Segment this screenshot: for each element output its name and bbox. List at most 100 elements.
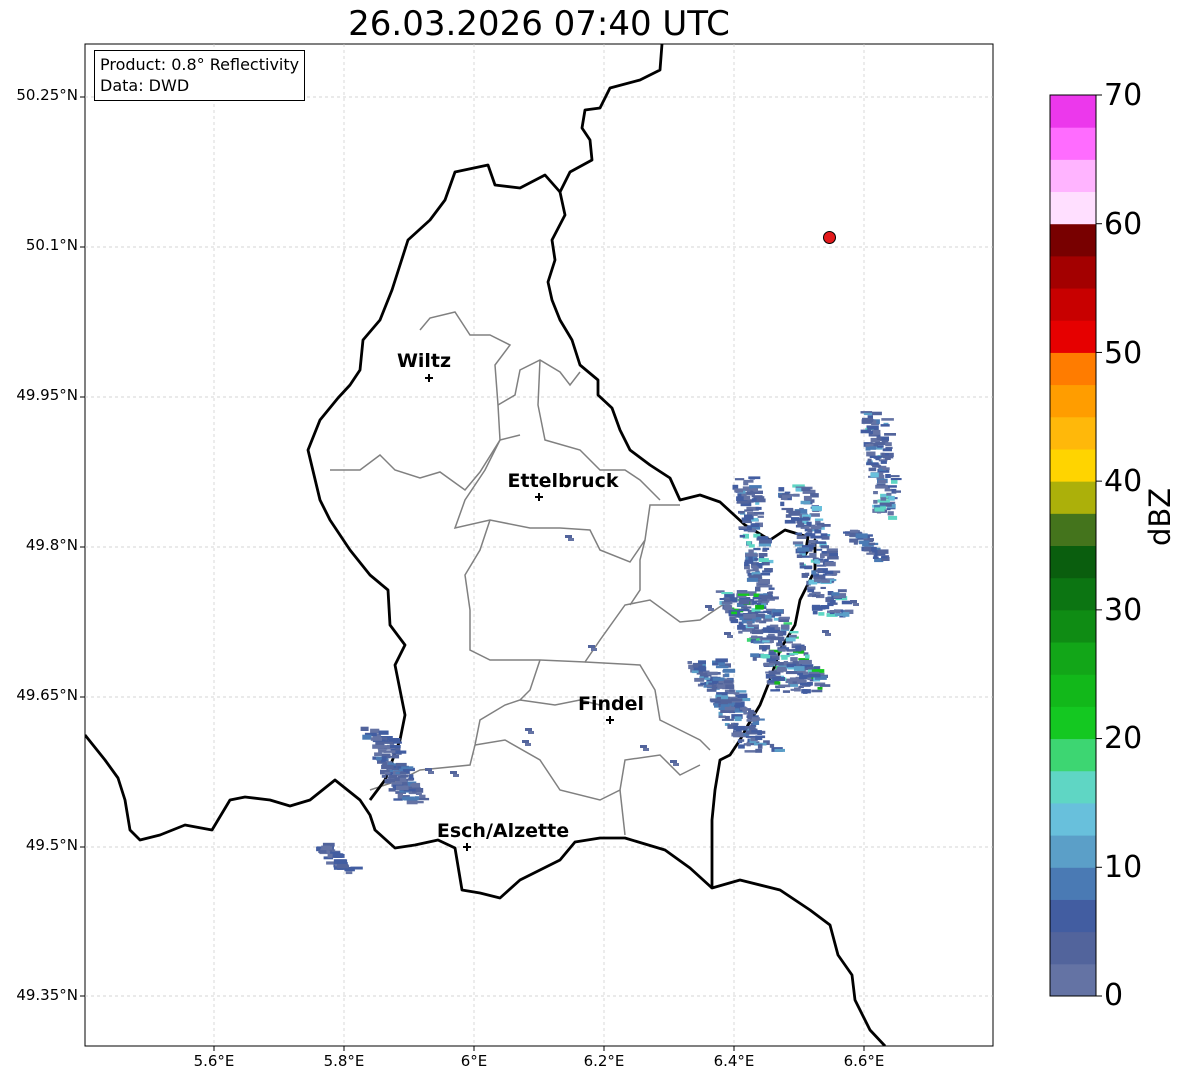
- radar-echo-cell: [747, 526, 761, 530]
- radar-echo-cell: [384, 778, 391, 784]
- colorbar-segment: [1050, 577, 1096, 611]
- radar-echo-cell: [871, 411, 882, 416]
- radar-echo-cell: [753, 496, 765, 499]
- city-label-ettelbruck: Ettelbruck: [507, 470, 619, 492]
- radar-echo-cell: [827, 556, 839, 560]
- radar-echo-cell: [769, 596, 779, 600]
- radar-echo-cell: [803, 652, 809, 656]
- radar-echo-cell: [739, 598, 751, 601]
- radar-echo-cell: [757, 602, 763, 606]
- radar-echo-cell: [807, 588, 815, 593]
- radar-echo-cell: [362, 734, 372, 740]
- radar-echo-cell: [742, 533, 749, 539]
- radar-echo-cell: [823, 553, 830, 557]
- lat-label-49-35: 49.35°N: [16, 986, 78, 1004]
- radar-echo-cell: [858, 540, 870, 545]
- radar-echo-cell: [378, 730, 389, 735]
- radar-echo-cell: [640, 745, 647, 748]
- radar-echo-cell: [345, 871, 353, 875]
- radar-echo-cell: [762, 562, 770, 566]
- radar-echo-cell: [792, 484, 805, 488]
- radar-echo-cell: [389, 741, 402, 744]
- radar-echo-cell: [738, 526, 748, 529]
- radar-echo-cell: [643, 748, 649, 751]
- radar-echo-cell: [827, 591, 834, 596]
- radar-echo-cell: [875, 455, 880, 461]
- radar-echo-cell: [724, 593, 735, 598]
- radar-echo-cell: [404, 783, 413, 787]
- radar-echo-cell: [785, 671, 798, 675]
- radar-echo-cell: [734, 716, 742, 722]
- radar-echo-cell: [403, 788, 416, 792]
- radar-echo-cell: [759, 555, 765, 559]
- map-title: 26.03.2026 07:40 UTC: [348, 4, 730, 44]
- radar-echo-cell: [759, 584, 773, 588]
- radar-echo-cell: [796, 554, 803, 558]
- radar-echo-cell: [826, 548, 838, 552]
- radar-echo-cell: [750, 722, 757, 728]
- radar-echo-cell: [419, 794, 426, 798]
- radar-echo-cell: [804, 533, 816, 537]
- radar-echo-cell: [754, 611, 765, 614]
- radar-echo-cell: [763, 610, 769, 613]
- radar-echo-cell: [768, 654, 773, 659]
- radar-echo-cell: [768, 651, 776, 655]
- radar-echo-cell: [884, 433, 896, 436]
- lon-label-5-6: 5.6°E: [193, 1052, 235, 1070]
- radar-echo-cell: [813, 576, 825, 581]
- radar-echo-cell: [816, 548, 823, 551]
- colorbar-segment: [1050, 95, 1096, 128]
- radar-echo-cell: [326, 861, 335, 865]
- radar-echo-cell: [874, 558, 884, 563]
- radar-echo-cell: [789, 631, 799, 634]
- radar-echo-cell: [885, 474, 891, 478]
- radar-echo-cell: [374, 752, 382, 756]
- radar-echo-cell: [844, 609, 854, 614]
- radar-echo-cell: [860, 429, 872, 434]
- radar-echo-cell: [400, 782, 408, 786]
- radar-echo-cell: [831, 592, 840, 596]
- radar-echo-cell: [734, 488, 743, 493]
- radar-echo-cell: [811, 689, 823, 693]
- colorbar-segment: [1050, 738, 1096, 772]
- radar-echo-cell: [755, 501, 760, 505]
- radar-echo-cell: [755, 600, 763, 603]
- radar-echo-cell: [712, 677, 725, 681]
- radar-echo-cell: [739, 534, 745, 538]
- radar-echo-cell: [874, 507, 885, 512]
- colorbar-segment: [1050, 352, 1096, 386]
- radar-echo-cell: [756, 563, 764, 566]
- radar-echo-cell: [762, 570, 772, 573]
- radar-echo-cell: [381, 764, 394, 769]
- radar-echo-cell: [863, 546, 871, 552]
- radar-echo-cell: [739, 732, 750, 736]
- radar-echo-cell: [807, 528, 813, 533]
- radar-echo-cell: [870, 472, 879, 478]
- radar-echo-cell: [776, 642, 783, 647]
- radar-echo-cell: [691, 670, 699, 674]
- colorbar-segment: [1050, 320, 1096, 353]
- canton-borders: [330, 311, 731, 836]
- radar-echo-cell: [865, 446, 871, 451]
- radar-echo-cell: [890, 478, 902, 481]
- radar-echo-cell: [876, 436, 889, 441]
- radar-echo-cell: [782, 626, 789, 630]
- radar-echo-cell: [716, 705, 721, 708]
- radar-echo-cell: [786, 663, 797, 668]
- radar-echo-cell: [715, 694, 722, 699]
- radar-echo-cell: [783, 496, 792, 501]
- radar-echo-cell: [770, 624, 779, 628]
- radar-echo-cell: [735, 701, 745, 707]
- radar-echo-cell: [389, 755, 394, 758]
- plot-frame: [84, 43, 994, 1047]
- colorbar-segment: [1050, 448, 1096, 482]
- radar-echo-cell: [755, 748, 763, 753]
- radar-echo-cell: [800, 682, 812, 686]
- radar-echo-cell: [406, 778, 414, 781]
- radar-echo-cell: [731, 611, 737, 615]
- radar-echo-cell: [825, 633, 831, 636]
- radar-echo-cell: [737, 624, 746, 630]
- radar-echo-cell: [395, 762, 407, 767]
- radar-echo-cell: [792, 643, 802, 647]
- radar-echo-cell: [414, 796, 420, 801]
